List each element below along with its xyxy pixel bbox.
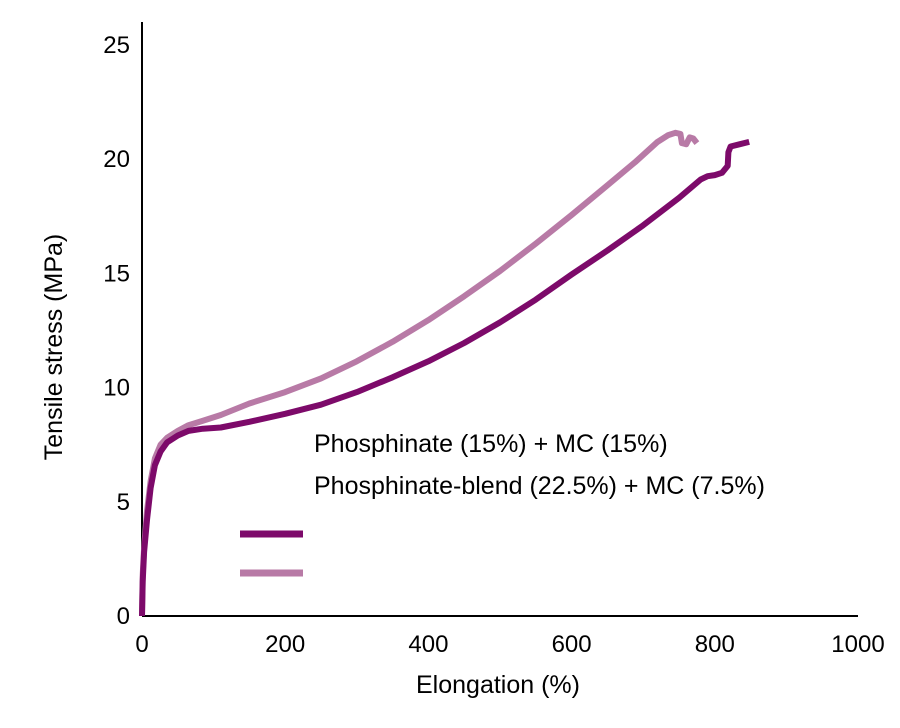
y-tick-label: 25 xyxy=(103,32,130,59)
x-axis-title: Elongation (%) xyxy=(416,671,580,699)
y-tick-label: 0 xyxy=(117,603,130,630)
y-tick-label: 15 xyxy=(103,260,130,287)
legend-label-series-2: Phosphinate-blend (22.5%) + MC (7.5%) xyxy=(314,472,765,500)
y-axis-title: Tensile stress (MPa) xyxy=(40,234,68,460)
y-tick-label: 5 xyxy=(117,489,130,516)
series-line-1 xyxy=(139,138,750,617)
x-tick-label: 400 xyxy=(408,631,448,658)
series-lines xyxy=(139,129,750,617)
x-tick-label: 1000 xyxy=(831,631,884,658)
series-line-2 xyxy=(139,129,700,617)
x-tick-label: 200 xyxy=(265,631,305,658)
axes xyxy=(141,22,858,617)
x-tick-label: 0 xyxy=(135,631,148,658)
legend: Phosphinate (15%) + MC (15%) Phosphinate… xyxy=(240,430,765,577)
y-tick-label: 10 xyxy=(103,375,130,402)
y-tick-label: 20 xyxy=(103,146,130,173)
legend-label-series-1: Phosphinate (15%) + MC (15%) xyxy=(314,430,668,458)
x-tick-labels: 0 200 400 600 800 1000 xyxy=(135,631,884,658)
x-tick-label: 800 xyxy=(695,631,735,658)
y-tick-labels: 0 5 10 15 20 25 xyxy=(103,32,130,630)
x-tick-label: 600 xyxy=(552,631,592,658)
